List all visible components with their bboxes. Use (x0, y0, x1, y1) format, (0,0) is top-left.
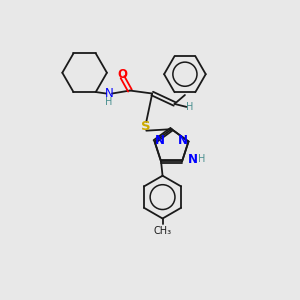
Text: N: N (188, 153, 197, 166)
Text: S: S (142, 120, 151, 133)
Text: H: H (105, 98, 113, 107)
Text: H: H (198, 154, 206, 164)
Text: CH₃: CH₃ (154, 226, 172, 236)
Text: H: H (186, 102, 193, 112)
Text: N: N (155, 134, 165, 146)
Text: N: N (178, 134, 188, 146)
Text: N: N (105, 87, 113, 100)
Text: O: O (118, 68, 128, 81)
